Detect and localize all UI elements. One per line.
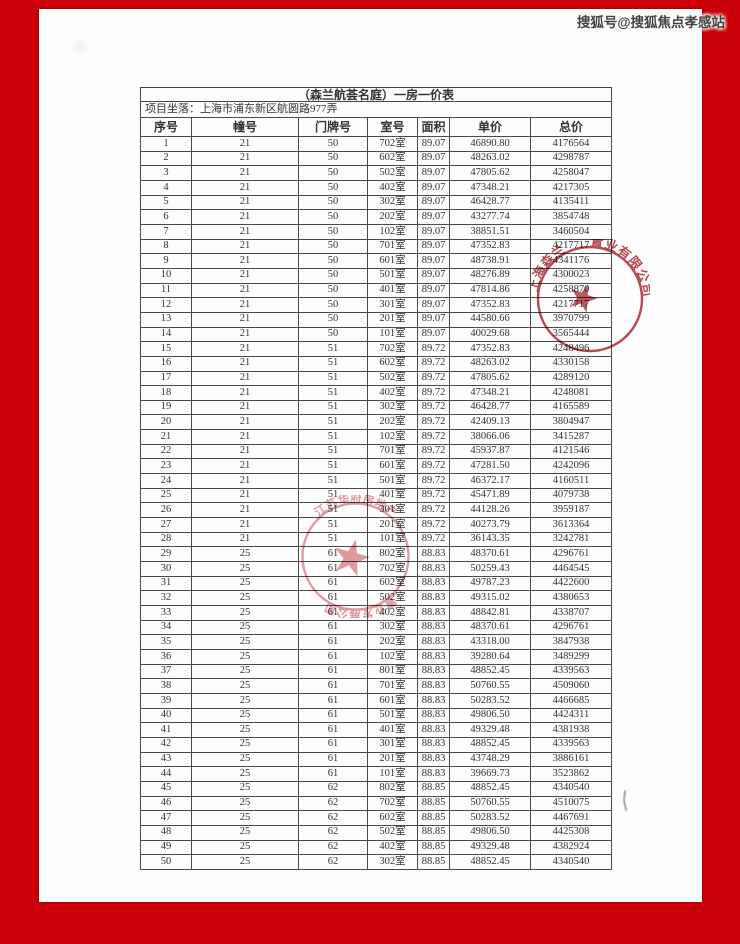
svg-text:江苏华府房地产: 江苏华府房地产 — [312, 495, 401, 520]
svg-text:置业有限公司: 置业有限公司 — [590, 239, 650, 298]
svg-text:上海森兰: 上海森兰 — [530, 241, 568, 293]
svg-text:置业发展公司: 置业发展公司 — [322, 594, 398, 618]
